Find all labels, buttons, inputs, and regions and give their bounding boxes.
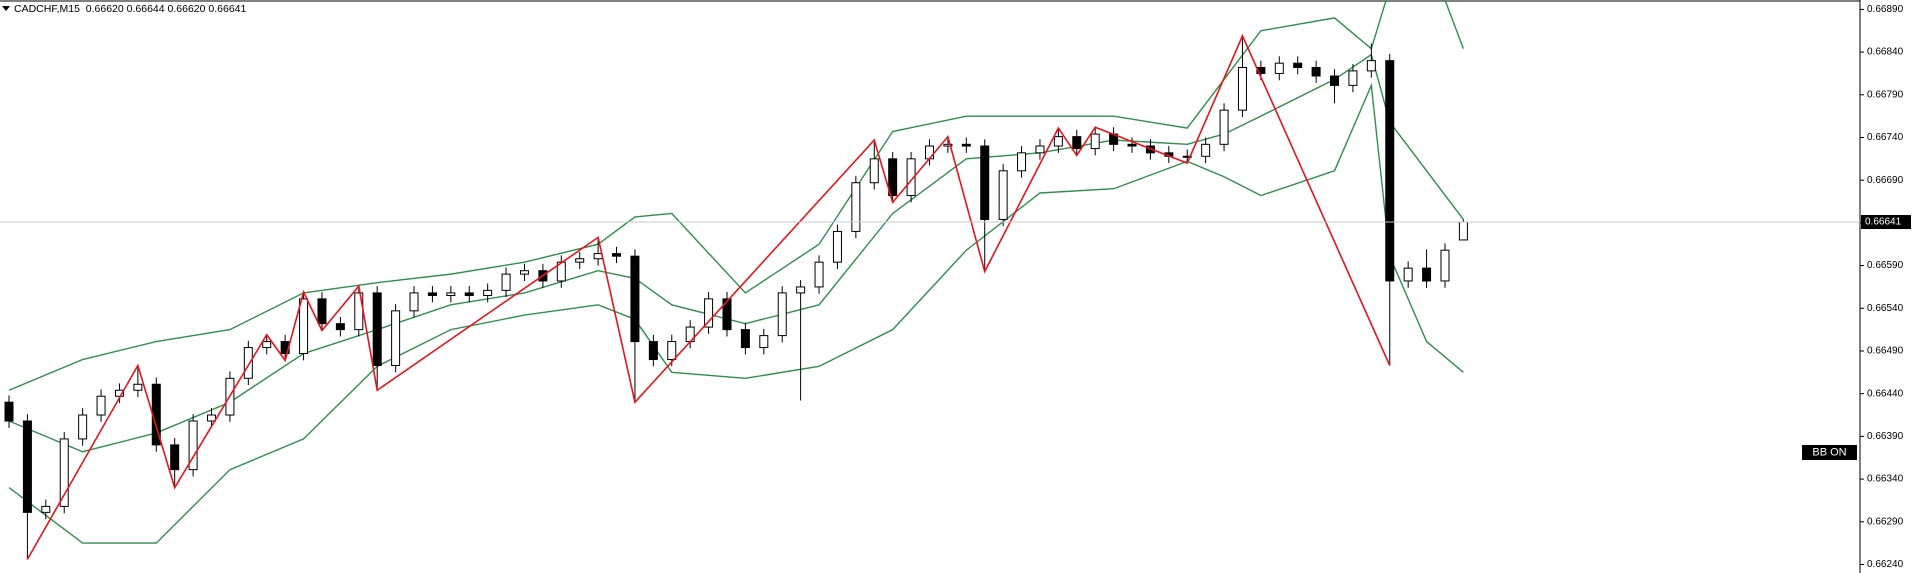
candle-body (612, 253, 622, 257)
candle-body (335, 323, 345, 331)
candle-body (1348, 70, 1358, 86)
candle-body (906, 158, 916, 197)
current-price-box (1861, 215, 1911, 230)
candle-body (372, 292, 382, 366)
candle-body (1311, 66, 1321, 77)
candle-body (1458, 221, 1468, 241)
chart-title: CADCHF,M15 0.66620 0.66644 0.66620 0.666… (14, 3, 246, 15)
y-tick-label: 0.66790 (1867, 89, 1904, 100)
candle-body (170, 444, 180, 471)
candle-body (262, 341, 272, 349)
plot-area (4, 0, 1468, 560)
candle-body (980, 145, 990, 220)
candle-body (1293, 62, 1303, 68)
candle-body (41, 505, 51, 513)
candle-body (188, 420, 198, 471)
candle-body (1035, 145, 1045, 154)
candle-body (796, 286, 806, 294)
candle-body (1182, 155, 1192, 158)
candle-body (722, 298, 732, 331)
y-tick-label: 0.66540 (1867, 303, 1904, 314)
y-tick-label: 0.66590 (1867, 260, 1904, 271)
candle-body (1440, 249, 1450, 282)
candle-body (519, 270, 529, 275)
zigzag (26, 33, 1391, 560)
candle-body (133, 383, 143, 391)
candle-body (391, 310, 401, 366)
candle-body (446, 292, 456, 296)
candle-body (832, 230, 842, 263)
candle-body (1403, 267, 1413, 282)
candle-body (59, 438, 69, 507)
candle-body (961, 143, 971, 147)
collapse-icon[interactable] (2, 6, 10, 11)
bollinger-upper (8, 0, 1465, 391)
candle-body (409, 292, 419, 312)
candle-body (943, 143, 953, 147)
candle-body (1219, 109, 1229, 145)
y-tick-label: 0.66740 (1867, 132, 1904, 143)
y-tick-label: 0.66340 (1867, 474, 1904, 485)
badge-label: BB ON (1812, 446, 1846, 458)
candle-body (1366, 60, 1376, 72)
candle-body (593, 253, 603, 260)
y-tick-label: 0.66490 (1867, 346, 1904, 357)
candle-body (427, 292, 437, 296)
candle-body (1017, 152, 1027, 172)
candle-body (575, 258, 585, 263)
candle-body (630, 255, 640, 343)
candle-body (814, 261, 824, 288)
candle-body (704, 298, 714, 328)
candle-body (317, 298, 327, 325)
candle-body (998, 170, 1008, 220)
candle-body (1385, 60, 1395, 282)
candle-body (851, 182, 861, 232)
candle-body (22, 420, 32, 513)
candle-body (1330, 75, 1340, 86)
candle-body (1127, 143, 1137, 147)
candle-body (1274, 62, 1284, 74)
candle-body (1256, 66, 1266, 74)
candle-body (96, 395, 106, 416)
candle-body (667, 341, 677, 361)
y-tick-label: 0.66240 (1867, 559, 1904, 570)
y-tick-label: 0.66390 (1867, 431, 1904, 442)
candle-body (869, 158, 879, 184)
badge-box (1802, 445, 1857, 460)
current-price-label: 0.66641 (1865, 217, 1902, 228)
candle-body (1201, 143, 1211, 157)
candle-body (740, 329, 750, 349)
candle-body (648, 341, 658, 361)
candle-body (1072, 136, 1082, 150)
y-tick-label: 0.66440 (1867, 388, 1904, 399)
candle-body (1422, 267, 1432, 282)
candle-body (299, 298, 309, 355)
candle-body (888, 158, 898, 197)
candle-body (925, 145, 934, 160)
y-tick-label: 0.66290 (1867, 516, 1904, 527)
candle-body (4, 401, 14, 422)
candle-body (501, 273, 511, 291)
candle-body (483, 289, 493, 296)
candle-body (1053, 136, 1063, 147)
y-tick-label: 0.66690 (1867, 175, 1904, 186)
candle-body (78, 414, 88, 440)
candle-body (207, 414, 217, 422)
candle-body (243, 347, 253, 379)
candle-body (1237, 66, 1247, 111)
bollinger-lower (8, 82, 1464, 544)
candle-body (1090, 133, 1100, 150)
candle-body (464, 292, 474, 296)
candle-body (777, 292, 787, 337)
y-tick-label: 0.66840 (1867, 47, 1904, 58)
y-tick-label: 0.66890 (1867, 4, 1904, 15)
candle-body (759, 335, 769, 349)
